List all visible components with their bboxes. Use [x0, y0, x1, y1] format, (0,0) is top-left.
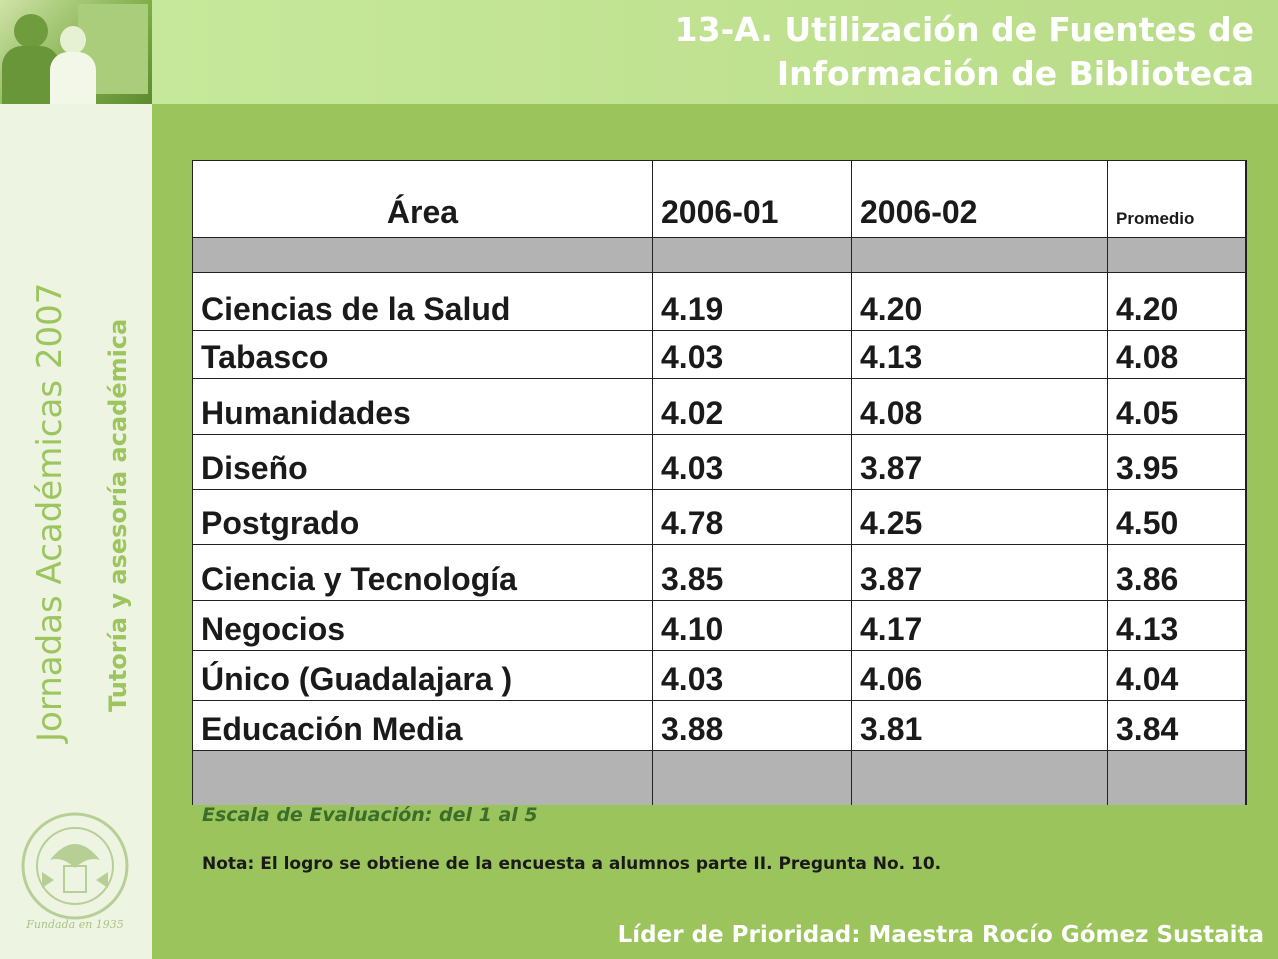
table-row: Ciencia y Tecnología 3.85 3.87 3.86 [192, 544, 1247, 601]
header-2006-02: 2006-02 [851, 160, 1108, 238]
average-cell: 4.05 [1107, 378, 1247, 435]
value-cell: 3.81 [851, 700, 1108, 751]
area-cell: Ciencia y Tecnología [192, 544, 653, 601]
area-cell: Tabasco [192, 330, 653, 379]
average-cell: 3.86 [1107, 544, 1247, 601]
area-cell: Ciencias de la Salud [192, 272, 653, 331]
value-cell: 4.03 [652, 330, 852, 379]
header-area: Área [192, 160, 653, 238]
value-cell: 3.87 [851, 544, 1108, 601]
left-sidebar: Jornadas Académicas 2007 Tutoría y aseso… [0, 0, 152, 959]
value-cell: 4.25 [851, 489, 1108, 545]
average-cell: 4.04 [1107, 650, 1247, 701]
table-row: Diseño 4.03 3.87 3.95 [192, 434, 1247, 490]
svg-text:Fundada en 1935: Fundada en 1935 [25, 918, 124, 931]
area-cell: Postgrado [192, 489, 653, 545]
average-cell: 4.08 [1107, 330, 1247, 379]
average-cell: 4.13 [1107, 600, 1247, 651]
value-cell: 4.10 [652, 600, 852, 651]
value-cell: 4.13 [851, 330, 1108, 379]
average-cell: 3.95 [1107, 434, 1247, 490]
value-cell: 4.03 [652, 650, 852, 701]
table-row: Educación Media 3.88 3.81 3.84 [192, 700, 1247, 751]
average-cell: 4.20 [1107, 272, 1247, 331]
area-cell: Diseño [192, 434, 653, 490]
spacer-row [192, 237, 1247, 273]
header-2006-01: 2006-01 [652, 160, 852, 238]
university-seal-icon: Fundada en 1935 [21, 812, 129, 931]
header-promedio: Promedio [1107, 160, 1247, 238]
value-cell: 4.08 [851, 378, 1108, 435]
value-cell: 4.06 [851, 650, 1108, 701]
title-line-1: 13-A. Utilización de Fuentes de [674, 10, 1254, 49]
event-subtitle: Tutoría y asesoría académica [104, 318, 132, 712]
value-cell: 4.17 [851, 600, 1108, 651]
table-header-row: Área 2006-01 2006-02 Promedio [192, 160, 1247, 238]
average-cell: 4.50 [1107, 489, 1247, 545]
teacher-body-shape [50, 52, 96, 104]
event-title: Jornadas Académicas 2007 [30, 282, 70, 742]
area-cell: Humanidades [192, 378, 653, 435]
table-row: Humanidades 4.02 4.08 4.05 [192, 378, 1247, 435]
average-cell: 3.84 [1107, 700, 1247, 751]
value-cell: 3.88 [652, 700, 852, 751]
value-cell: 4.20 [851, 272, 1108, 331]
table-row: Negocios 4.10 4.17 4.13 [192, 600, 1247, 651]
results-table-container: Área 2006-01 2006-02 Promedio Ciencias d… [192, 160, 1247, 805]
value-cell: 4.03 [652, 434, 852, 490]
value-cell: 4.19 [652, 272, 852, 331]
value-cell: 3.85 [652, 544, 852, 601]
value-cell: 4.78 [652, 489, 852, 545]
evaluation-scale-note: Escala de Evaluación: del 1 al 5 [202, 804, 538, 826]
table-row: Postgrado 4.78 4.25 4.50 [192, 489, 1247, 545]
title-line-2: Información de Biblioteca [776, 54, 1254, 93]
value-cell: 3.87 [851, 434, 1108, 490]
area-cell: Único (Guadalajara ) [192, 650, 653, 701]
area-cell: Negocios [192, 600, 653, 651]
area-cell: Educación Media [192, 700, 653, 751]
table-row: Tabasco 4.03 4.13 4.08 [192, 330, 1247, 379]
footnote: Nota: El logro se obtiene de la encuesta… [202, 854, 942, 874]
page-title: 13-A. Utilización de Fuentes de Informac… [675, 8, 1254, 96]
table-row: Único (Guadalajara ) 4.03 4.06 4.04 [192, 650, 1247, 701]
spacer-row-bottom [192, 750, 1247, 805]
table-row: Ciencias de la Salud 4.19 4.20 4.20 [192, 272, 1247, 331]
priority-leader: Líder de Prioridad: Maestra Rocío Gómez … [617, 922, 1264, 948]
title-bar: 13-A. Utilización de Fuentes de Informac… [152, 0, 1278, 104]
teacher-head-shape [60, 26, 86, 54]
results-table: Área 2006-01 2006-02 Promedio Ciencias d… [192, 160, 1247, 805]
value-cell: 4.02 [652, 378, 852, 435]
person-head-shape [14, 14, 48, 48]
header-photo [0, 0, 152, 104]
